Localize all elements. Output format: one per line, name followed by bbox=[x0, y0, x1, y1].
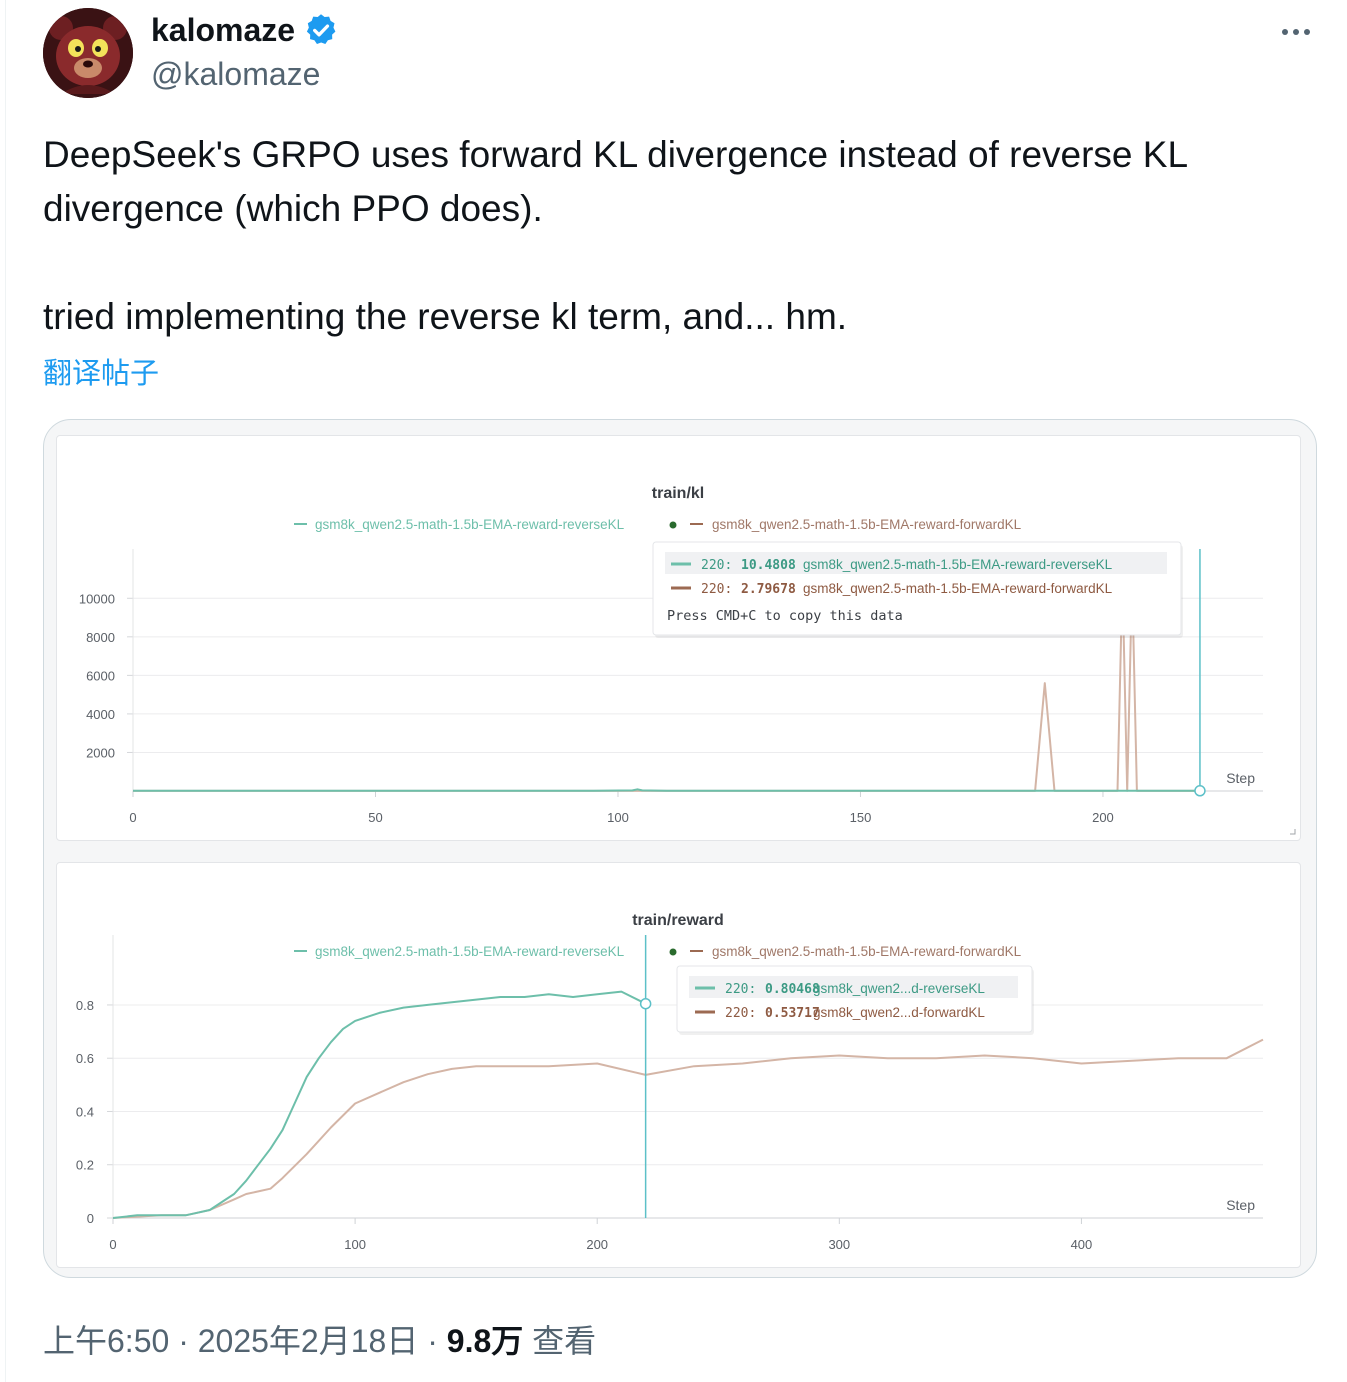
tweet-text: DeepSeek's GRPO uses forward KL divergen… bbox=[43, 128, 1303, 344]
timeline-divider bbox=[5, 0, 6, 1382]
series-line-reverse-kl bbox=[112, 990, 647, 1219]
author-handle[interactable]: @kalomaze bbox=[151, 56, 321, 92]
tweet-meta: 上午6:50 · 2025年2月18日 · 9.8万 查看 bbox=[43, 1316, 596, 1362]
tooltip-value: 0.53717 bbox=[765, 1006, 820, 1021]
tweet-line: tried implementing the reverse kl term, … bbox=[43, 296, 848, 337]
tooltip-series-name: gsm8k_qwen2...d-forwardKL bbox=[813, 1005, 985, 1020]
y-tick-label: 0 bbox=[87, 1211, 94, 1226]
x-tick-label: 0 bbox=[129, 810, 136, 825]
train-reward-chart: train/reward gsm8k_qwen2.5-math-1.5b-EMA-… bbox=[76, 912, 1264, 1252]
series-line-forward-kl bbox=[133, 578, 1200, 792]
y-tick-label: 0.2 bbox=[76, 1158, 94, 1173]
y-tick-label: 0.4 bbox=[76, 1104, 94, 1119]
y-tick-label: 2000 bbox=[86, 745, 115, 760]
tooltip-value: 2.79678 bbox=[741, 582, 796, 597]
y-tick-label: 0.6 bbox=[76, 1051, 94, 1066]
legend-entry: gsm8k_qwen2.5-math-1.5b-EMA-reward-forwa… bbox=[712, 944, 1022, 959]
post-time[interactable]: 上午6:50 bbox=[43, 1323, 170, 1359]
chart-title: train/kl bbox=[652, 485, 704, 502]
hover-point-marker bbox=[1194, 785, 1206, 797]
views-label: 查看 bbox=[523, 1323, 597, 1359]
chart-panel-train-reward: train/reward gsm8k_qwen2.5-math-1.5b-EMA-… bbox=[56, 862, 1301, 1268]
y-tick-label: 8000 bbox=[86, 630, 115, 645]
tooltip-value: 10.4808 bbox=[741, 558, 796, 573]
x-tick-label: 400 bbox=[1071, 1237, 1093, 1252]
avatar[interactable] bbox=[43, 8, 133, 98]
tooltip-value: 0.80468 bbox=[765, 982, 820, 997]
tooltip-step: 220: bbox=[725, 1006, 756, 1021]
legend-entry: gsm8k_qwen2.5-math-1.5b-EMA-reward-rever… bbox=[315, 944, 625, 959]
verified-badge-icon bbox=[306, 14, 336, 44]
hover-point-marker bbox=[639, 997, 652, 1010]
post-date[interactable]: 2025年2月18日 bbox=[197, 1323, 419, 1359]
x-tick-label: 0 bbox=[109, 1237, 116, 1252]
tweet-line: DeepSeek's GRPO uses forward KL divergen… bbox=[43, 134, 1187, 229]
more-dot-icon bbox=[1293, 29, 1299, 35]
tooltip-series-name: gsm8k_qwen2.5-math-1.5b-EMA-reward-forwa… bbox=[803, 581, 1113, 596]
more-options-button[interactable] bbox=[1276, 18, 1316, 46]
media-image[interactable]: train/kl gsm8k_qwen2.5-math-1.5b-EMA-rewa… bbox=[43, 419, 1317, 1278]
series-line-forward-kl bbox=[112, 1038, 1264, 1219]
x-tick-label: 100 bbox=[344, 1237, 366, 1252]
x-tick-label: 50 bbox=[368, 810, 382, 825]
more-dot-icon bbox=[1304, 29, 1310, 35]
legend-dot bbox=[669, 948, 677, 956]
tooltip-highlight-row bbox=[665, 552, 1167, 574]
x-axis-label: Step bbox=[1226, 770, 1255, 786]
series-line-reverse-kl bbox=[133, 788, 1200, 792]
tooltip-step: 220: bbox=[725, 982, 756, 997]
x-tick-label: 200 bbox=[1092, 810, 1114, 825]
y-tick-label: 0.8 bbox=[76, 998, 94, 1013]
meta-separator: · bbox=[418, 1323, 447, 1359]
y-tick-label: 4000 bbox=[86, 707, 115, 722]
legend-entry: gsm8k_qwen2.5-math-1.5b-EMA-reward-rever… bbox=[315, 517, 625, 532]
view-count: 9.8万 bbox=[446, 1323, 524, 1359]
tooltip-hint: Press CMD+C to copy this data bbox=[667, 608, 903, 624]
y-tick-label: 6000 bbox=[86, 668, 115, 683]
tooltip-highlight-row bbox=[689, 976, 1018, 998]
chart-title: train/reward bbox=[632, 912, 724, 929]
x-tick-label: 150 bbox=[850, 810, 872, 825]
tooltip-series-name: gsm8k_qwen2...d-reverseKL bbox=[813, 981, 985, 996]
meta-separator: · bbox=[169, 1323, 198, 1359]
y-tick-label: 10000 bbox=[79, 591, 115, 606]
bear-avatar-icon bbox=[43, 8, 133, 98]
legend-entry: gsm8k_qwen2.5-math-1.5b-EMA-reward-forwa… bbox=[712, 517, 1022, 532]
author-name-row[interactable]: kalomaze bbox=[151, 10, 339, 50]
chart-panel-train-kl: train/kl gsm8k_qwen2.5-math-1.5b-EMA-rewa… bbox=[56, 435, 1301, 841]
train-kl-chart: train/kl gsm8k_qwen2.5-math-1.5b-EMA-rewa… bbox=[79, 485, 1296, 835]
translate-post-link[interactable]: 翻译帖子 bbox=[43, 358, 160, 390]
tooltip-series-name: gsm8k_qwen2.5-math-1.5b-EMA-reward-rever… bbox=[803, 557, 1113, 572]
tooltip-step: 220: bbox=[701, 582, 732, 597]
x-tick-label: 300 bbox=[828, 1237, 850, 1252]
tooltip bbox=[676, 965, 1033, 1033]
x-tick-label: 100 bbox=[607, 810, 629, 825]
display-name[interactable]: kalomaze bbox=[151, 11, 296, 48]
tooltip-step: 220: bbox=[701, 558, 732, 573]
x-tick-label: 200 bbox=[586, 1237, 608, 1252]
legend-dot bbox=[669, 521, 677, 529]
resize-handle-icon bbox=[1290, 829, 1296, 835]
x-axis-label: Step bbox=[1226, 1197, 1255, 1213]
more-dot-icon bbox=[1282, 29, 1288, 35]
